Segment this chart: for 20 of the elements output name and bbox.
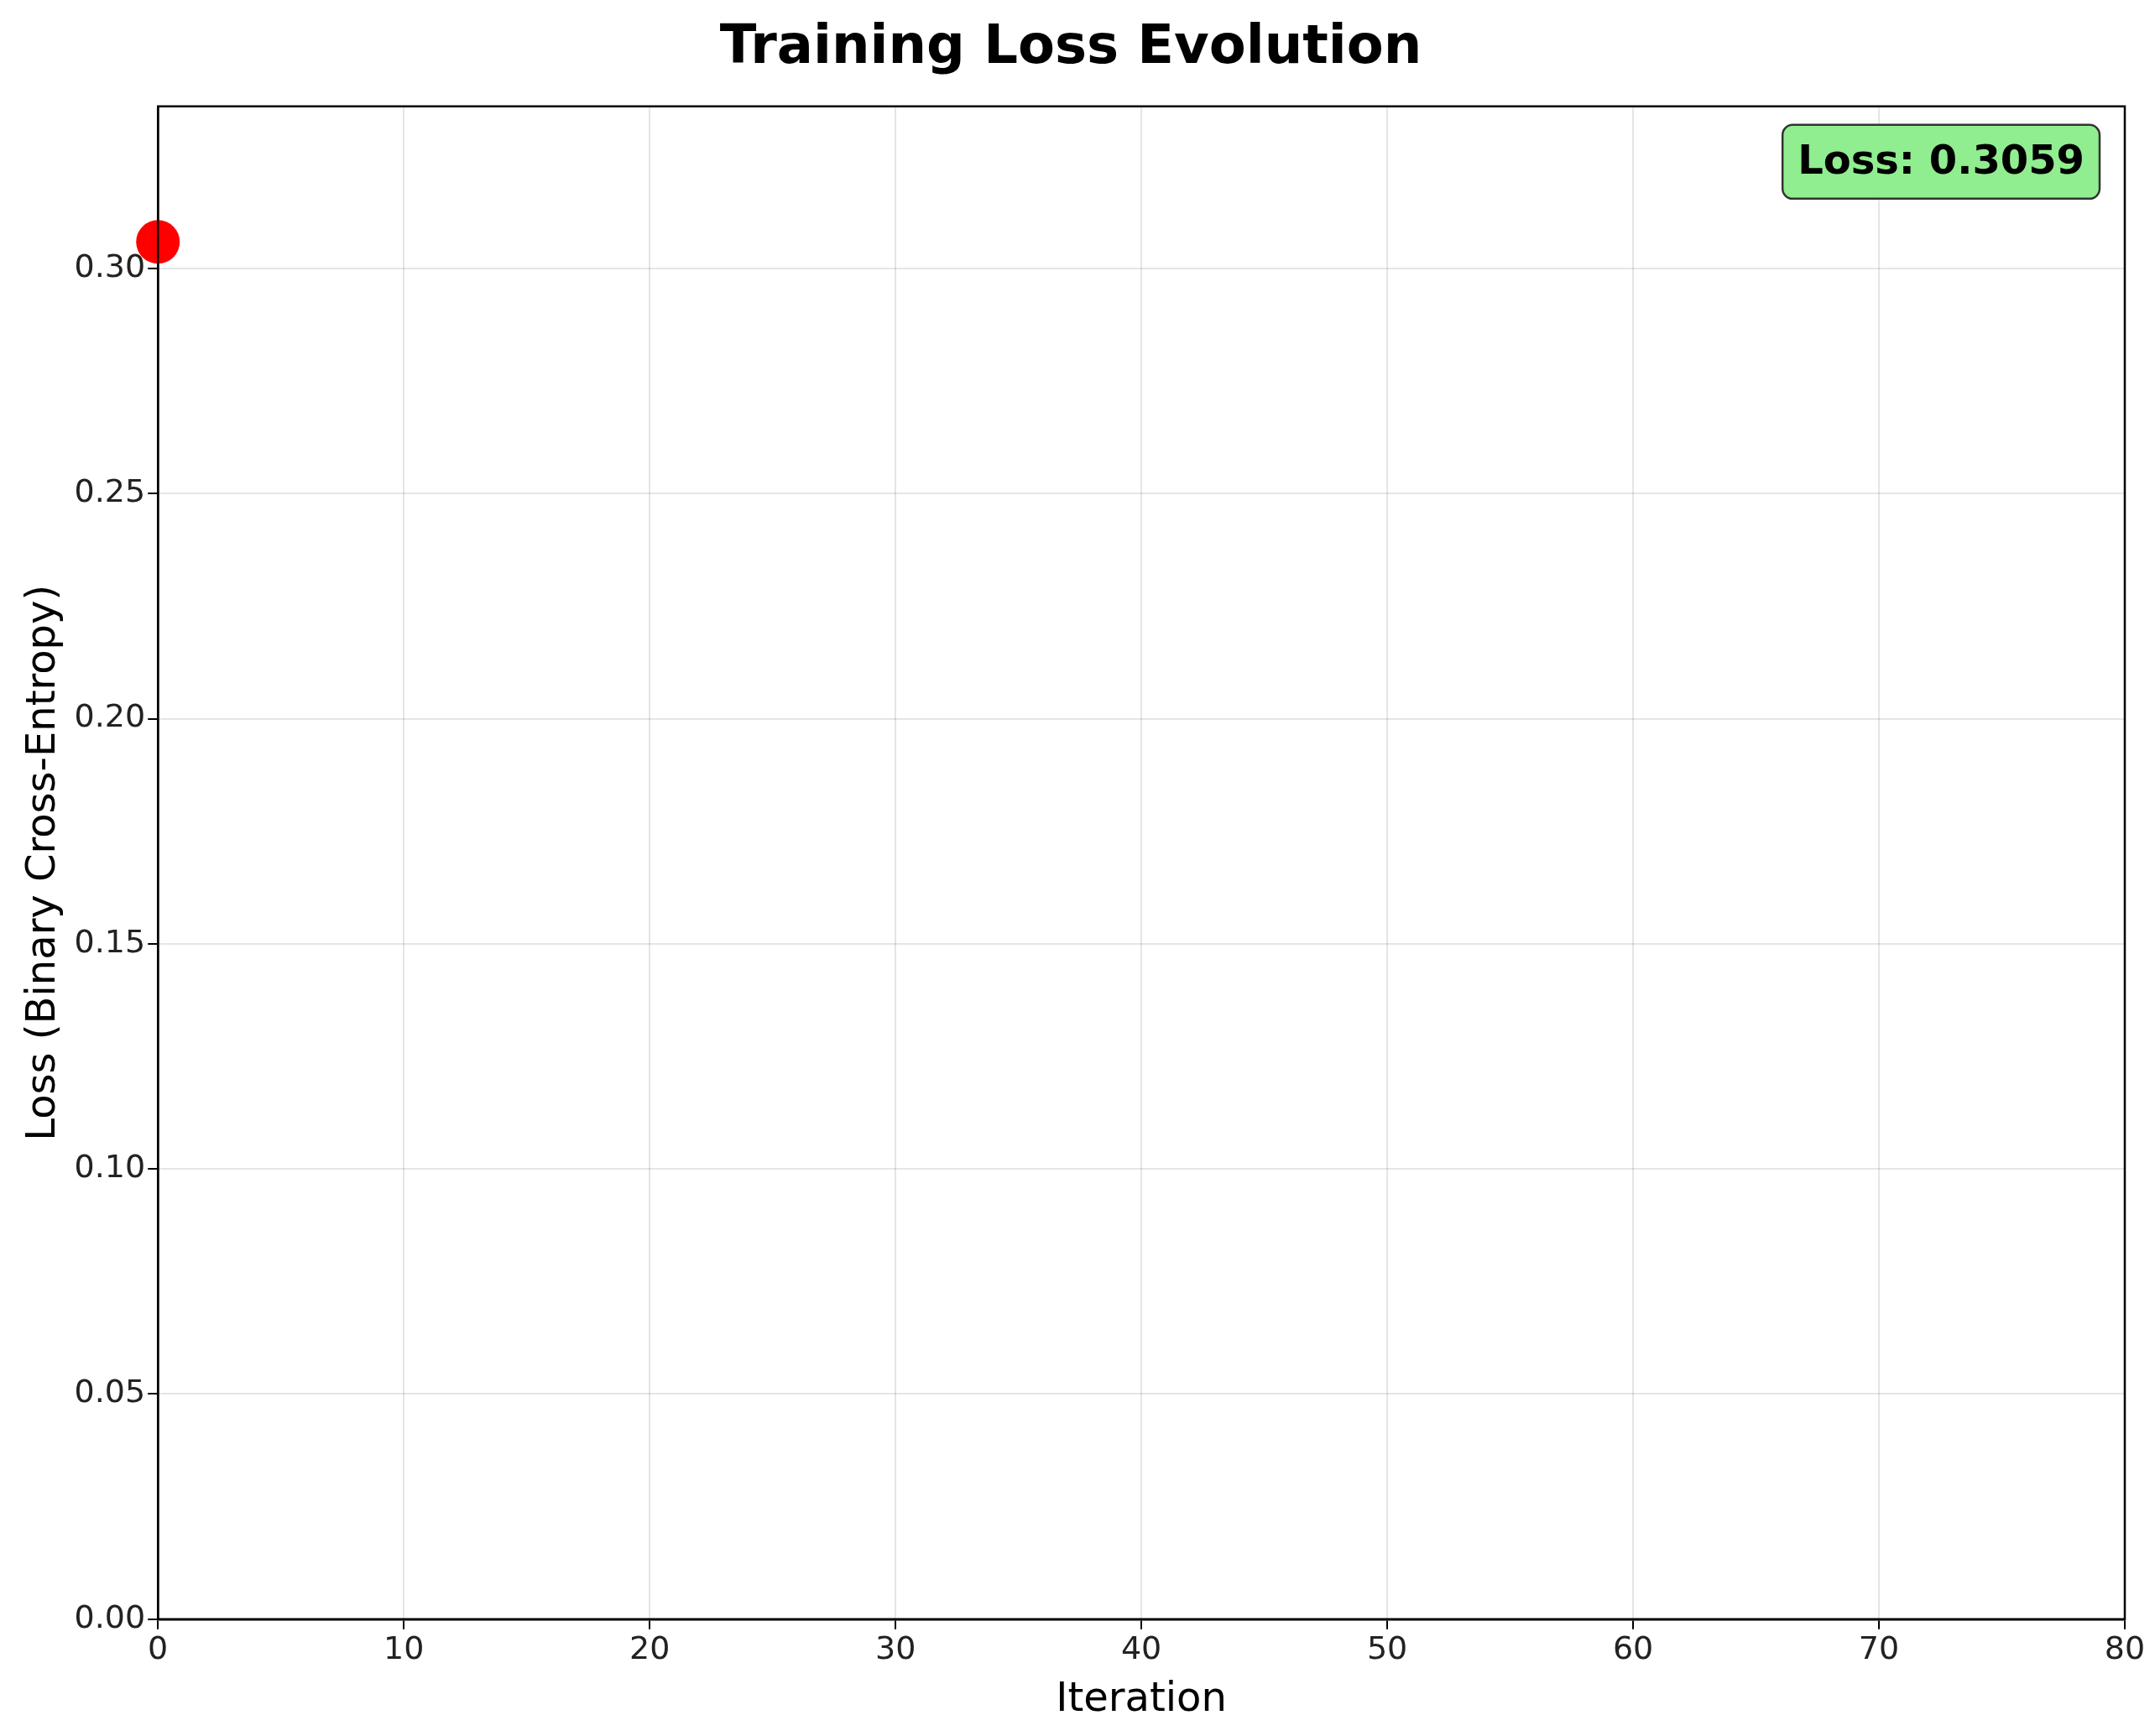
x-tick-label: 80: [2104, 1629, 2146, 1667]
x-tick-label: 70: [1858, 1629, 1900, 1667]
y-tick-label: 0.00: [74, 1598, 146, 1635]
y-tick-label: 0.05: [74, 1373, 146, 1410]
x-tick-label: 40: [1120, 1629, 1162, 1667]
chart-title: Training Loss Evolution: [719, 13, 1422, 76]
y-tick-label: 0.30: [74, 247, 146, 284]
x-tick-label: 0: [148, 1629, 169, 1667]
x-tick-label: 10: [384, 1629, 425, 1667]
x-tick-label: 30: [874, 1629, 916, 1667]
x-tick-label: 50: [1366, 1629, 1408, 1667]
y-tick-label: 0.10: [74, 1148, 146, 1186]
x-axis-title: Iteration: [1056, 1672, 1227, 1720]
y-tick-label: 0.15: [74, 922, 146, 960]
annotation: Loss: 0.3059: [1798, 136, 2085, 184]
x-tick-label: 60: [1612, 1629, 1654, 1667]
y-axis-title: Loss (Binary Cross-Entropy): [17, 584, 65, 1141]
y-tick-label: 0.25: [74, 472, 146, 510]
x-tick-label: 20: [629, 1629, 671, 1667]
y-tick-label: 0.20: [74, 697, 146, 735]
